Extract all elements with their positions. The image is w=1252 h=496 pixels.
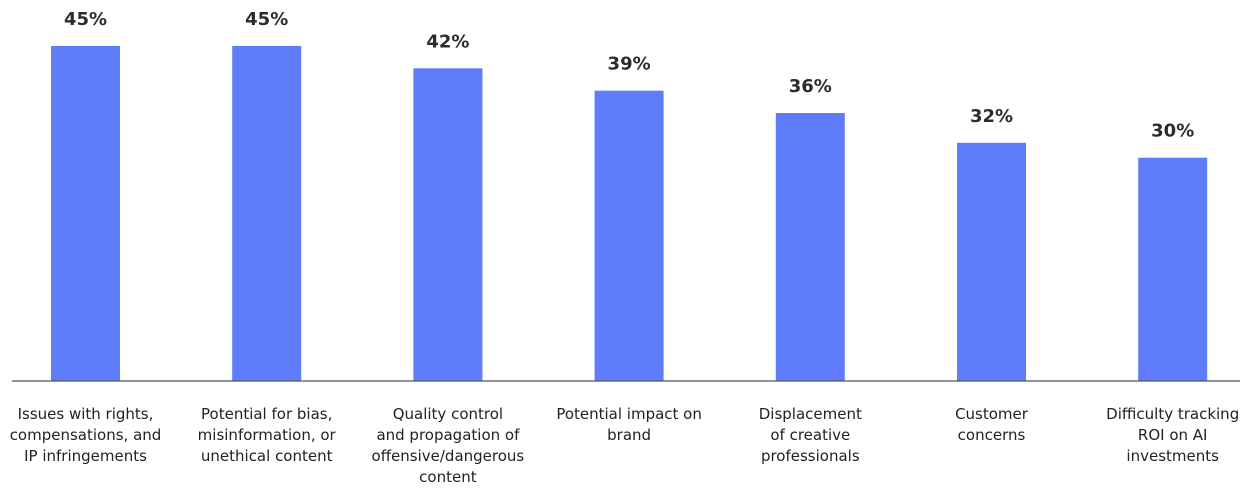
value-labels-group: 45% 45% 42% 39% 36% 32% 30% (64, 9, 1194, 142)
bar (51, 46, 120, 381)
category-label-line: unethical content (201, 447, 333, 465)
bar (594, 90, 664, 381)
category-label: Customer concerns (955, 405, 1029, 444)
category-label-line: concerns (958, 426, 1026, 444)
category-label-line: ROI on AI (1138, 426, 1208, 444)
category-label: Quality control and propagation of offensi… (372, 405, 525, 486)
bar (1138, 157, 1208, 381)
category-label-line: Potential for bias, (201, 405, 332, 423)
category-label-line: offensive/dangerous (372, 447, 525, 465)
category-label: Issues with rights, compensations, and IP … (10, 405, 162, 465)
category-label-line: IP infringements (24, 447, 147, 465)
category-label-line: of creative (770, 426, 850, 444)
category-label-line: Quality control (393, 405, 503, 423)
bar-value-label: 32% (970, 106, 1013, 127)
category-label-line: Customer (955, 405, 1029, 423)
category-label-line: Difficulty tracking (1106, 405, 1239, 423)
category-label-line: Potential impact on (556, 405, 702, 423)
bar-value-label: 42% (426, 31, 469, 52)
category-label-line: content (419, 468, 477, 486)
category-label: Potential impact on brand (556, 405, 702, 444)
category-label: Difficulty tracking ROI on AI investments (1106, 405, 1239, 465)
bar-value-label: 45% (245, 9, 288, 30)
category-label-line: and propagation of (376, 426, 520, 444)
bar-value-label: 36% (789, 76, 832, 97)
bar (775, 113, 845, 381)
category-label: Displacement of creative professionals (759, 405, 862, 465)
category-label: Potential for bias, misinformation, or une… (198, 405, 337, 465)
category-label-line: brand (607, 426, 651, 444)
bar (957, 142, 1026, 381)
bar (232, 46, 302, 381)
category-label-line: investments (1126, 447, 1219, 465)
category-label-line: Issues with rights, (18, 405, 154, 423)
category-label-line: professionals (761, 447, 860, 465)
category-label-line: misinformation, or (198, 426, 337, 444)
category-labels-group: Issues with rights, compensations, and IP … (10, 405, 1240, 486)
bar-value-label: 45% (64, 9, 107, 30)
category-label-line: compensations, and (10, 426, 162, 444)
bar-value-label: 39% (608, 54, 651, 75)
bar (413, 68, 483, 382)
bars-group (51, 46, 1208, 382)
category-label-line: Displacement (759, 405, 862, 423)
bar-value-label: 30% (1151, 121, 1194, 142)
